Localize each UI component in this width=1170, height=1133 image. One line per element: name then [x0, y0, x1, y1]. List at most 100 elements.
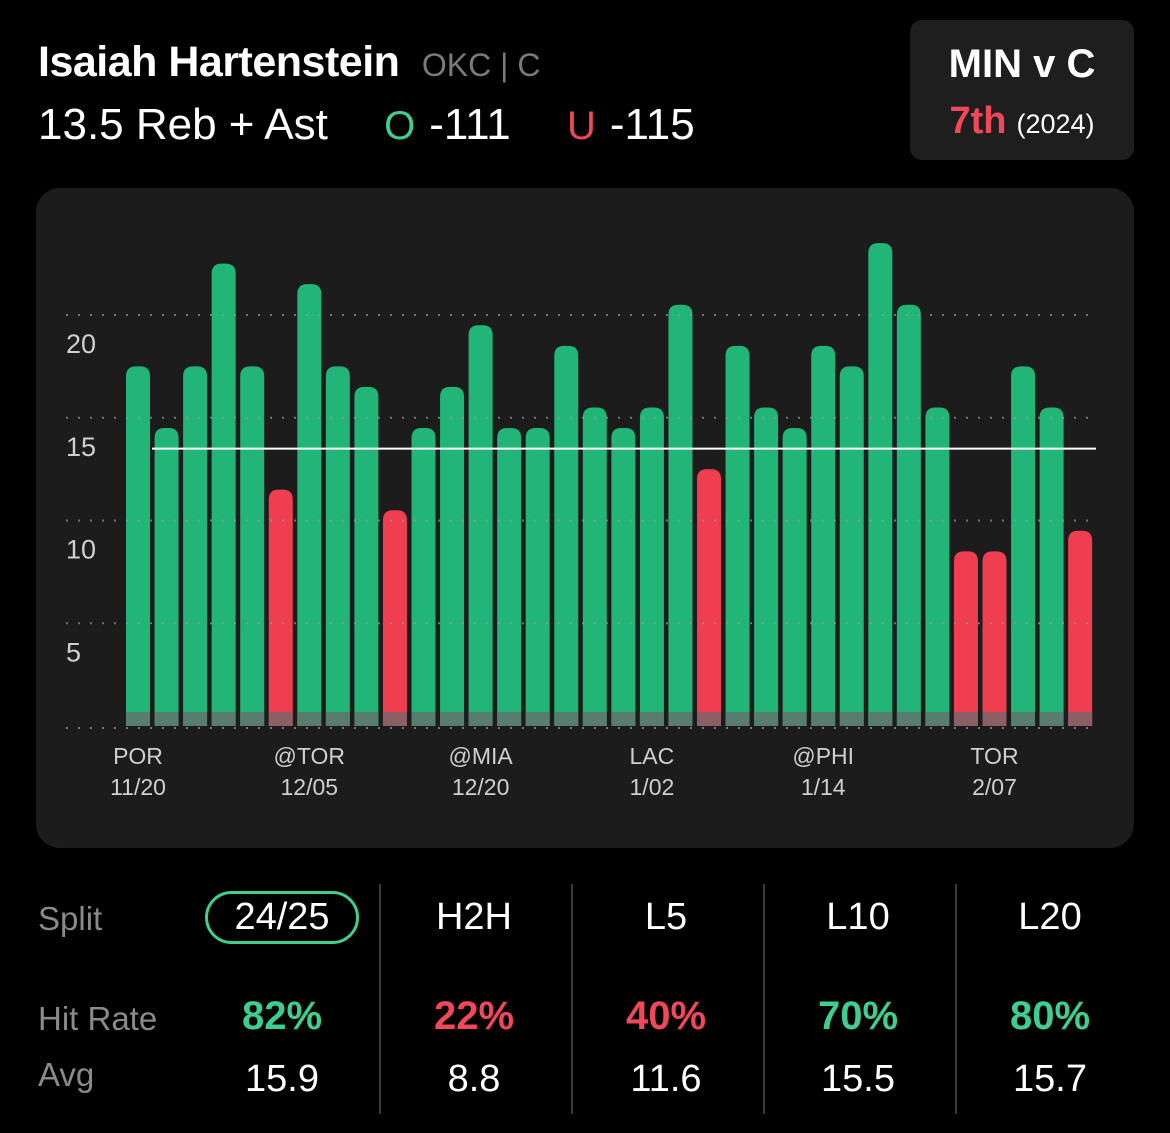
matchup-year: (2024) [1016, 109, 1095, 139]
under-label[interactable]: U [567, 104, 596, 148]
bar [582, 407, 607, 726]
bar [811, 345, 836, 726]
avg-row-label: Avg [38, 1056, 95, 1093]
avg-value: 11.6 [630, 1058, 702, 1100]
bar-base [297, 712, 322, 726]
split-column-l10[interactable]: L10 70% 15.5 [762, 870, 954, 1133]
split-tab-l20[interactable]: L20 [1018, 896, 1082, 938]
prop-line: 13.5 Reb + Ast [38, 100, 328, 149]
team-position: OKC | C [421, 47, 541, 83]
split-column-season[interactable]: 24/25 82% 15.9 [186, 870, 378, 1133]
splits-table: Split Hit Rate Avg 24/25 82% 15.9 H2H 22… [0, 870, 1170, 1133]
bar [440, 386, 465, 726]
bar-base [268, 712, 293, 726]
hit-rate-value: 40% [625, 994, 707, 1038]
split-tab-season[interactable]: 24/25 [186, 891, 378, 944]
bar [839, 366, 864, 726]
bar-base [468, 712, 493, 726]
y-tick-label: 10 [66, 535, 96, 565]
bar [382, 510, 407, 726]
avg-value: 15.9 [245, 1058, 319, 1100]
bar-base [211, 712, 236, 726]
bar [1011, 366, 1036, 726]
bar [183, 366, 208, 726]
matchup-rank-row: 7th (2024) [910, 100, 1134, 143]
avg-value: 15.7 [1013, 1058, 1087, 1100]
bar-base [811, 712, 836, 726]
bar [925, 407, 950, 726]
bar-base [896, 712, 921, 726]
bar-base [325, 712, 350, 726]
bar [1039, 407, 1064, 726]
x-tick-opponent: LAC [630, 743, 675, 769]
bar-base [1011, 712, 1036, 726]
over-label[interactable]: O [384, 104, 416, 148]
bar [725, 345, 750, 726]
bar-base [668, 712, 693, 726]
game-log-bar-chart: 5 10 15 20 POR 11/20 @TOR 12/05 @MIA 12/20 LAC 1/02… [66, 243, 1098, 800]
avg-value: 15.5 [821, 1058, 895, 1100]
bar-base [240, 712, 265, 726]
bar-base [868, 712, 893, 726]
bar-base [354, 712, 379, 726]
bar-base [554, 712, 579, 726]
bar-base [925, 712, 950, 726]
x-tick-date: 12/05 [281, 774, 339, 800]
bar-base [1039, 712, 1064, 726]
y-tick-label: 15 [66, 432, 96, 462]
matchup-title: MIN v C [948, 42, 1096, 86]
bar-base [440, 712, 465, 726]
bar [668, 304, 693, 726]
hit-rate-row-label: Hit Rate [38, 1000, 158, 1037]
bar-base [697, 712, 721, 726]
bar-base [611, 712, 636, 726]
split-column-h2h[interactable]: H2H 22% 8.8 [378, 870, 570, 1133]
x-tick-opponent: TOR [970, 743, 1018, 769]
matchup-card[interactable]: MIN v C 7th (2024) [910, 20, 1134, 160]
bar-base [582, 712, 607, 726]
y-tick-label: 20 [66, 329, 96, 359]
bar [468, 325, 493, 726]
bar-base [639, 712, 664, 726]
bar [611, 428, 636, 726]
bar [953, 551, 978, 726]
bar-base [782, 712, 807, 726]
x-tick-date: 1/02 [630, 774, 675, 800]
column-divider [571, 884, 573, 1114]
player-header: Isaiah Hartenstein OKC | C 13.5 Reb + As… [38, 30, 898, 160]
split-tab-l10[interactable]: L10 [826, 896, 890, 938]
bar [868, 243, 893, 726]
bar [268, 489, 293, 726]
over-odds[interactable]: -111 [429, 100, 511, 149]
bar [126, 366, 150, 726]
bar-base [411, 712, 436, 726]
avg-value: 8.8 [447, 1058, 501, 1100]
player-name: Isaiah Hartenstein [38, 38, 400, 86]
player-name-line: Isaiah Hartenstein OKC | C [38, 38, 540, 87]
hit-rate-value: 22% [433, 994, 515, 1038]
bar-base [126, 712, 150, 726]
bar [325, 366, 350, 726]
column-divider [763, 884, 765, 1114]
bar [297, 284, 322, 726]
bar-base [754, 712, 779, 726]
bar-base [725, 712, 750, 726]
split-column-l5[interactable]: L5 40% 11.6 [570, 870, 762, 1133]
bar [554, 345, 579, 726]
under-odds[interactable]: -115 [609, 100, 695, 149]
split-column-l20[interactable]: L20 80% 15.7 [954, 870, 1146, 1133]
split-row-label: Split [38, 900, 103, 937]
hit-rate-value: 80% [1009, 994, 1091, 1038]
x-tick-opponent: @TOR [274, 743, 345, 769]
x-tick-date: 2/07 [972, 774, 1017, 800]
split-tab-h2h[interactable]: H2H [435, 896, 513, 938]
bar [982, 551, 1007, 726]
x-tick-opponent: POR [113, 743, 163, 769]
bar-base [982, 712, 1007, 726]
bar-base [525, 712, 550, 726]
x-tick-date: 1/14 [801, 774, 846, 800]
x-tick-date: 12/20 [452, 774, 510, 800]
bar-base [382, 712, 407, 726]
bar-base [154, 712, 179, 726]
split-tab-l5[interactable]: L5 [644, 896, 688, 938]
